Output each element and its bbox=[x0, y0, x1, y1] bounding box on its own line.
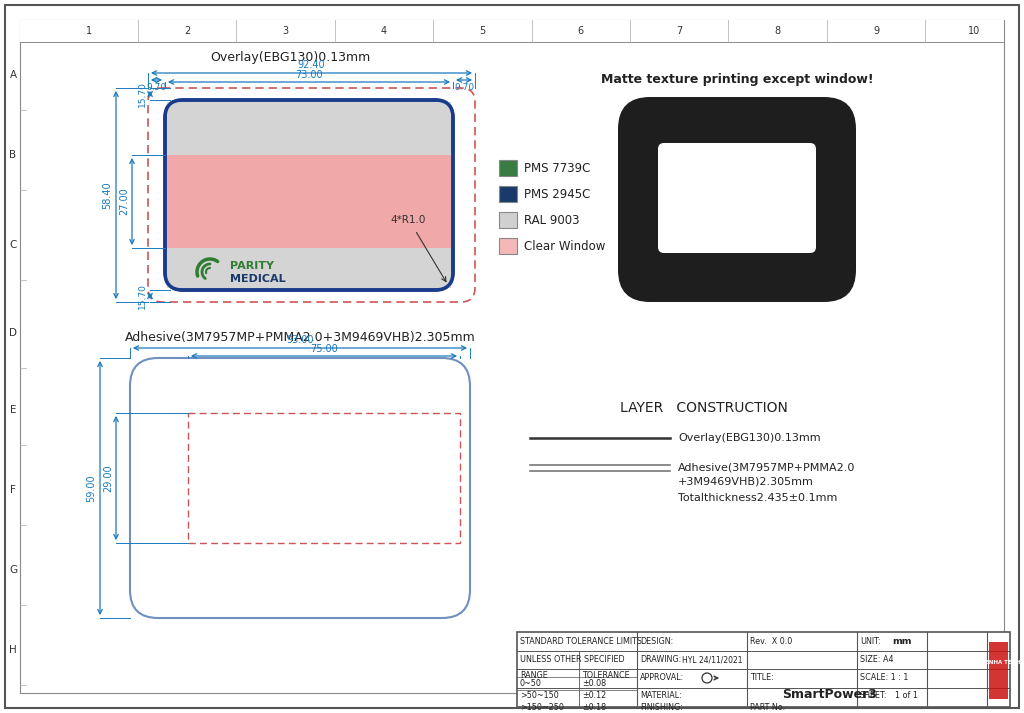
Bar bbox=[167, 102, 451, 155]
Text: 6: 6 bbox=[578, 26, 584, 36]
Text: 4: 4 bbox=[381, 26, 387, 36]
Text: 27.00: 27.00 bbox=[119, 188, 129, 215]
Text: mm: mm bbox=[892, 637, 911, 647]
Bar bbox=[167, 155, 451, 248]
Text: RAL 9003: RAL 9003 bbox=[524, 213, 580, 227]
Text: 75.00: 75.00 bbox=[310, 344, 338, 354]
Text: 1: 1 bbox=[86, 26, 92, 36]
Text: 9: 9 bbox=[873, 26, 880, 36]
Text: F: F bbox=[10, 485, 16, 495]
Text: FINISHING:: FINISHING: bbox=[640, 704, 683, 712]
Text: A: A bbox=[9, 70, 16, 80]
Text: 29.00: 29.00 bbox=[103, 464, 113, 492]
Text: +3M9469VHB)2.305mm: +3M9469VHB)2.305mm bbox=[678, 477, 814, 487]
Text: Matte texture printing except window!: Matte texture printing except window! bbox=[601, 73, 873, 86]
Text: 10: 10 bbox=[969, 26, 981, 36]
Text: STANDARD TOLERANCE LIMITS: STANDARD TOLERANCE LIMITS bbox=[520, 637, 642, 647]
Bar bbox=[188, 413, 460, 543]
Text: Overlay(EBG130)0.13mm: Overlay(EBG130)0.13mm bbox=[210, 51, 370, 63]
Text: >50~150: >50~150 bbox=[520, 690, 559, 699]
Text: ±0.12: ±0.12 bbox=[582, 690, 606, 699]
Text: Adhesive(3M7957MP+PMMA2.0: Adhesive(3M7957MP+PMMA2.0 bbox=[678, 463, 855, 473]
Text: MEDICAL: MEDICAL bbox=[230, 274, 286, 284]
Text: D: D bbox=[9, 328, 17, 338]
FancyBboxPatch shape bbox=[618, 97, 856, 302]
Text: 1 of 1: 1 of 1 bbox=[895, 690, 918, 699]
FancyBboxPatch shape bbox=[658, 143, 816, 253]
Text: 7: 7 bbox=[676, 26, 682, 36]
Bar bbox=[989, 642, 1008, 699]
Text: >150~250: >150~250 bbox=[520, 702, 564, 712]
Text: HYL 24/11/2021: HYL 24/11/2021 bbox=[682, 655, 742, 665]
Text: 93.00: 93.00 bbox=[287, 335, 313, 345]
Text: Rev.  X 0.0: Rev. X 0.0 bbox=[750, 637, 793, 647]
Text: 5: 5 bbox=[479, 26, 485, 36]
Text: C: C bbox=[9, 240, 16, 250]
Text: PMS 2945C: PMS 2945C bbox=[524, 188, 591, 200]
Text: 4*R1.0: 4*R1.0 bbox=[390, 215, 425, 225]
Text: 3: 3 bbox=[283, 26, 289, 36]
Text: 59.00: 59.00 bbox=[86, 474, 96, 502]
Text: UNLESS OTHER SPECIFIED: UNLESS OTHER SPECIFIED bbox=[520, 655, 625, 665]
Text: TITLE:: TITLE: bbox=[750, 674, 774, 682]
Bar bbox=[167, 248, 451, 288]
Text: SHEET:: SHEET: bbox=[860, 690, 888, 699]
Text: RANGE: RANGE bbox=[520, 670, 548, 679]
Bar bbox=[517, 632, 1010, 707]
Bar bbox=[499, 212, 517, 228]
Text: 15.70: 15.70 bbox=[137, 283, 146, 309]
Text: DESIGN:: DESIGN: bbox=[640, 637, 673, 647]
Text: SIZE: A4: SIZE: A4 bbox=[860, 655, 894, 665]
Text: SCALE: 1 : 1: SCALE: 1 : 1 bbox=[860, 674, 908, 682]
Text: G: G bbox=[9, 565, 17, 575]
Text: APPROVAL:: APPROVAL: bbox=[640, 674, 684, 682]
Text: MATERIAL:: MATERIAL: bbox=[640, 690, 682, 699]
Text: Overlay(EBG130)0.13mm: Overlay(EBG130)0.13mm bbox=[678, 433, 820, 443]
Text: 15.70: 15.70 bbox=[137, 81, 146, 107]
Text: 92.40: 92.40 bbox=[298, 60, 326, 70]
FancyBboxPatch shape bbox=[165, 100, 453, 290]
Text: SmartPower3: SmartPower3 bbox=[782, 689, 877, 702]
Bar bbox=[499, 160, 517, 176]
Text: DRAWING:: DRAWING: bbox=[640, 655, 681, 665]
Text: Adhesive(3M7957MP+PMMA2.0+3M9469VHB)2.305mm: Adhesive(3M7957MP+PMMA2.0+3M9469VHB)2.30… bbox=[125, 331, 475, 344]
Text: B: B bbox=[9, 150, 16, 160]
Text: ±0.18: ±0.18 bbox=[582, 702, 606, 712]
Text: PMS 7739C: PMS 7739C bbox=[524, 162, 591, 175]
Text: PARITY: PARITY bbox=[230, 261, 274, 271]
Text: Totalthickness2.435±0.1mm: Totalthickness2.435±0.1mm bbox=[678, 493, 838, 503]
Bar bbox=[499, 186, 517, 202]
Text: E: E bbox=[10, 405, 16, 415]
Text: UNIT:: UNIT: bbox=[860, 637, 881, 647]
Text: 73.00: 73.00 bbox=[295, 70, 323, 80]
Text: 9.70: 9.70 bbox=[146, 83, 167, 91]
Text: 2: 2 bbox=[184, 26, 190, 36]
Text: ±0.08: ±0.08 bbox=[582, 679, 606, 687]
Text: 8: 8 bbox=[774, 26, 780, 36]
Text: PART No.: PART No. bbox=[750, 704, 785, 712]
Text: 58.40: 58.40 bbox=[102, 181, 112, 209]
Text: TOLERANCE: TOLERANCE bbox=[582, 670, 630, 679]
FancyBboxPatch shape bbox=[130, 358, 470, 618]
Bar bbox=[20, 20, 1004, 42]
Text: LAYER   CONSTRUCTION: LAYER CONSTRUCTION bbox=[620, 401, 787, 415]
Text: Clear Window: Clear Window bbox=[524, 240, 605, 252]
Text: 0~50: 0~50 bbox=[520, 679, 542, 687]
Text: H: H bbox=[9, 645, 16, 655]
Text: KEENHA TECH: KEENHA TECH bbox=[977, 660, 1020, 665]
Bar bbox=[499, 238, 517, 254]
Text: 9.70: 9.70 bbox=[454, 83, 474, 91]
